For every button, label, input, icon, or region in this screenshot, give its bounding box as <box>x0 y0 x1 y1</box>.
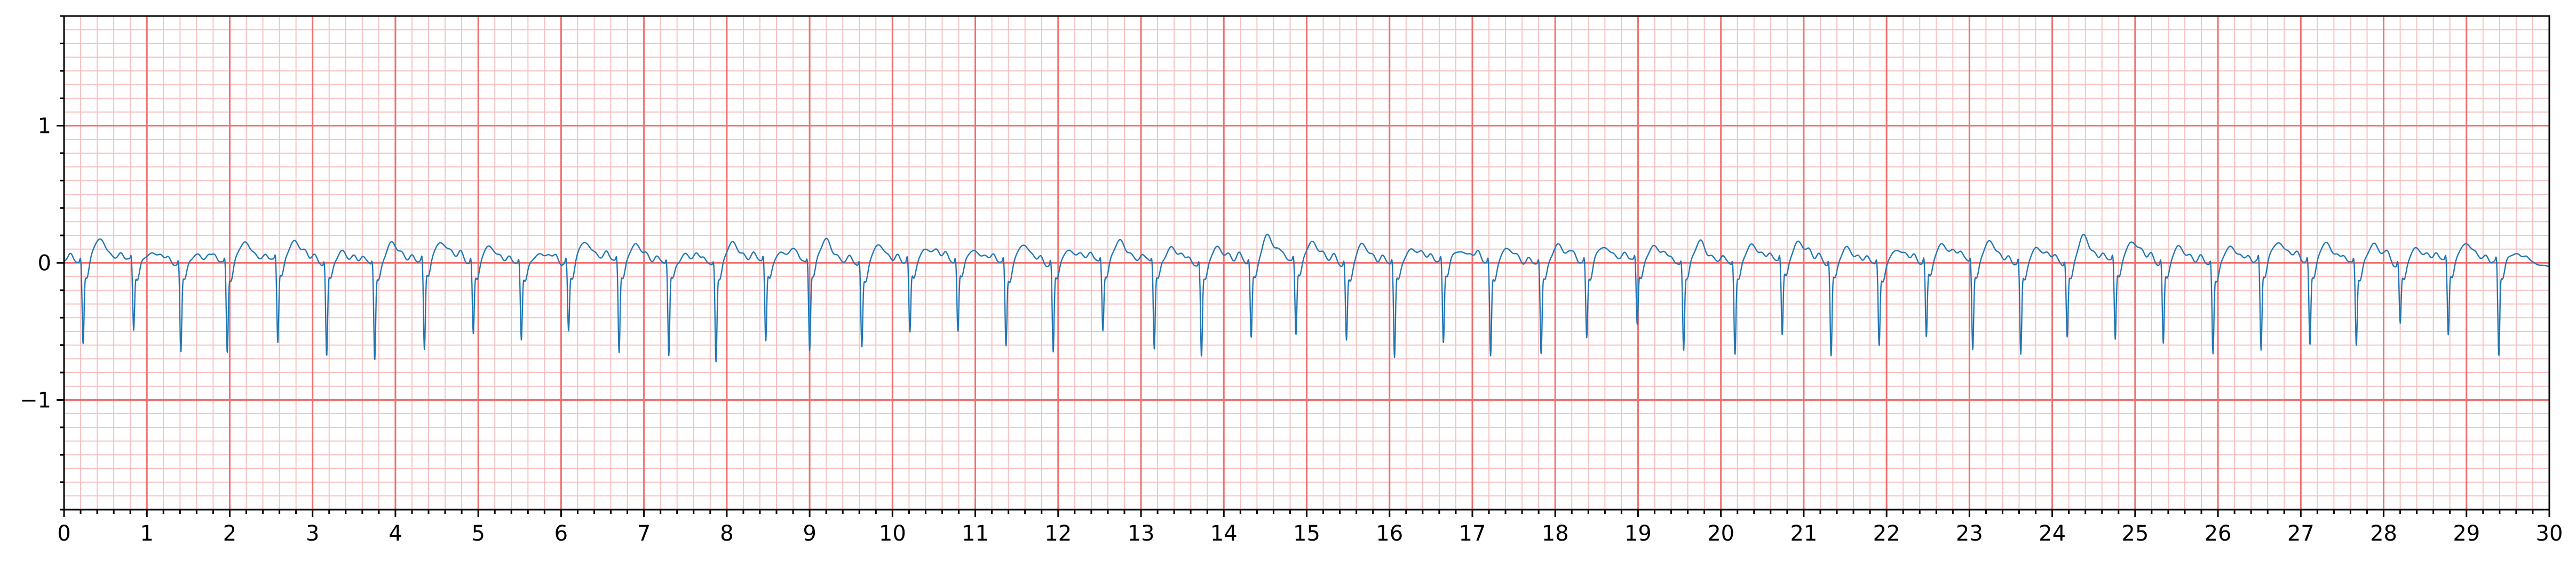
x-tick-label: 18 <box>1542 521 1569 546</box>
x-tick-label: 26 <box>2205 521 2232 546</box>
x-tick-label: 2 <box>223 521 236 546</box>
x-tick-label: 24 <box>2039 521 2066 546</box>
x-tick-label: 20 <box>1707 521 1734 546</box>
x-tick-label: 10 <box>879 521 906 546</box>
x-tick-label: 8 <box>720 521 733 546</box>
x-tick-label: 4 <box>389 521 402 546</box>
x-axis: 0 1 2 3 4 5 6 7 8 9 10 11 12 13 14 15 16 17 18 19 20 21 22 23 24… <box>57 510 2563 546</box>
x-tick-label: 12 <box>1044 521 1072 546</box>
x-tick-label: 25 <box>2121 521 2149 546</box>
x-tick-label: 15 <box>1293 521 1320 546</box>
x-tick-label: 14 <box>1210 521 1238 546</box>
x-tick-label: 23 <box>1956 521 1983 546</box>
ecg-trace-line <box>64 233 2549 362</box>
x-tick-label: 0 <box>57 521 70 546</box>
x-tick-label: 21 <box>1790 521 1817 546</box>
y-tick-label: −1 <box>20 388 51 413</box>
trace-layer <box>64 233 2549 362</box>
y-tick-label: 1 <box>38 114 51 139</box>
x-tick-label: 1 <box>140 521 154 546</box>
x-tick-label: 9 <box>803 521 816 546</box>
x-tick-label: 3 <box>306 521 319 546</box>
major-grid <box>63 16 2550 510</box>
y-tick-label: 0 <box>38 251 51 276</box>
x-tick-label: 11 <box>962 521 989 546</box>
x-tick-label: 28 <box>2370 521 2397 546</box>
x-tick-label: 30 <box>2536 521 2563 546</box>
x-tick-label: 5 <box>471 521 485 546</box>
x-tick-label: 16 <box>1376 521 1403 546</box>
x-tick-label: 17 <box>1459 521 1486 546</box>
x-tick-label: 29 <box>2453 521 2480 546</box>
y-axis: −1 0 1 <box>20 15 64 511</box>
x-tick-label: 27 <box>2287 521 2315 546</box>
x-tick-label: 6 <box>554 521 568 546</box>
x-tick-label: 22 <box>1873 521 1900 546</box>
x-tick-label: 19 <box>1624 521 1652 546</box>
x-tick-label: 7 <box>637 521 651 546</box>
x-tick-label: 13 <box>1128 521 1155 546</box>
